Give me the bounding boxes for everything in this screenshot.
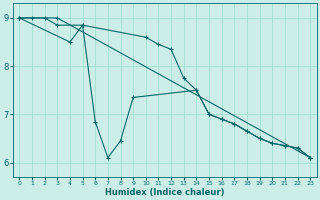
X-axis label: Humidex (Indice chaleur): Humidex (Indice chaleur) <box>105 188 225 197</box>
